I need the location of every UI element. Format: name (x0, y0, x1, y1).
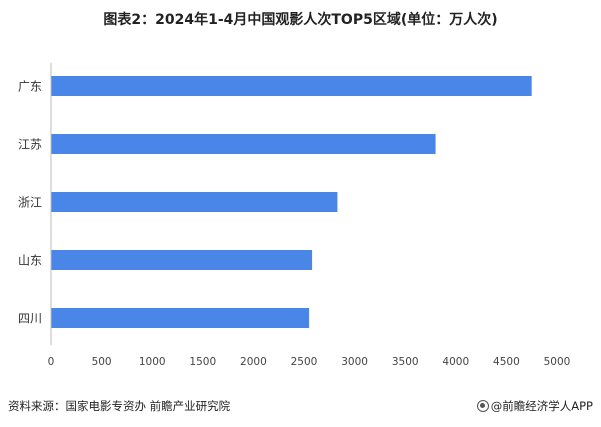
brand-text: @前瞻经济学人APP (490, 399, 593, 413)
brand-credit: @前瞻经济学人APP (476, 398, 593, 414)
category-label: 广东 (18, 80, 42, 94)
x-tick-label: 1000 (139, 356, 166, 368)
x-tick-label: 3500 (392, 356, 419, 368)
x-tick-label: 4000 (442, 356, 469, 368)
brand-logo-icon (476, 400, 489, 412)
x-tick-label: 500 (92, 356, 112, 368)
chart-title: 图表2：2024年1-4月中国观影人次TOP5区域(单位：万人次) (103, 12, 498, 28)
x-tick-label: 5000 (544, 356, 571, 368)
x-tick-labels-group: 0 500 1000 1500 2000 2500 3000 3500 4000 4500 5000 (48, 356, 571, 368)
category-label: 浙江 (18, 196, 42, 210)
x-tick-label: 4500 (493, 356, 520, 368)
x-tick-label: 0 (48, 356, 55, 368)
bar-四川 (51, 308, 310, 328)
x-tick-label: 1500 (189, 356, 216, 368)
bars-group (51, 76, 532, 328)
category-label: 山东 (18, 254, 42, 268)
x-tick-label: 2500 (291, 356, 318, 368)
category-label: 江苏 (18, 138, 42, 152)
bar-江苏 (51, 134, 436, 154)
x-tick-label: 2000 (240, 356, 267, 368)
x-tick-label: 3000 (341, 356, 368, 368)
bar-山东 (51, 250, 313, 270)
source-note: 资料来源：国家电影专资办 前瞻产业研究院 (8, 399, 231, 413)
bar-广东 (51, 76, 532, 96)
category-label: 四川 (18, 312, 42, 326)
bar-浙江 (51, 192, 338, 212)
